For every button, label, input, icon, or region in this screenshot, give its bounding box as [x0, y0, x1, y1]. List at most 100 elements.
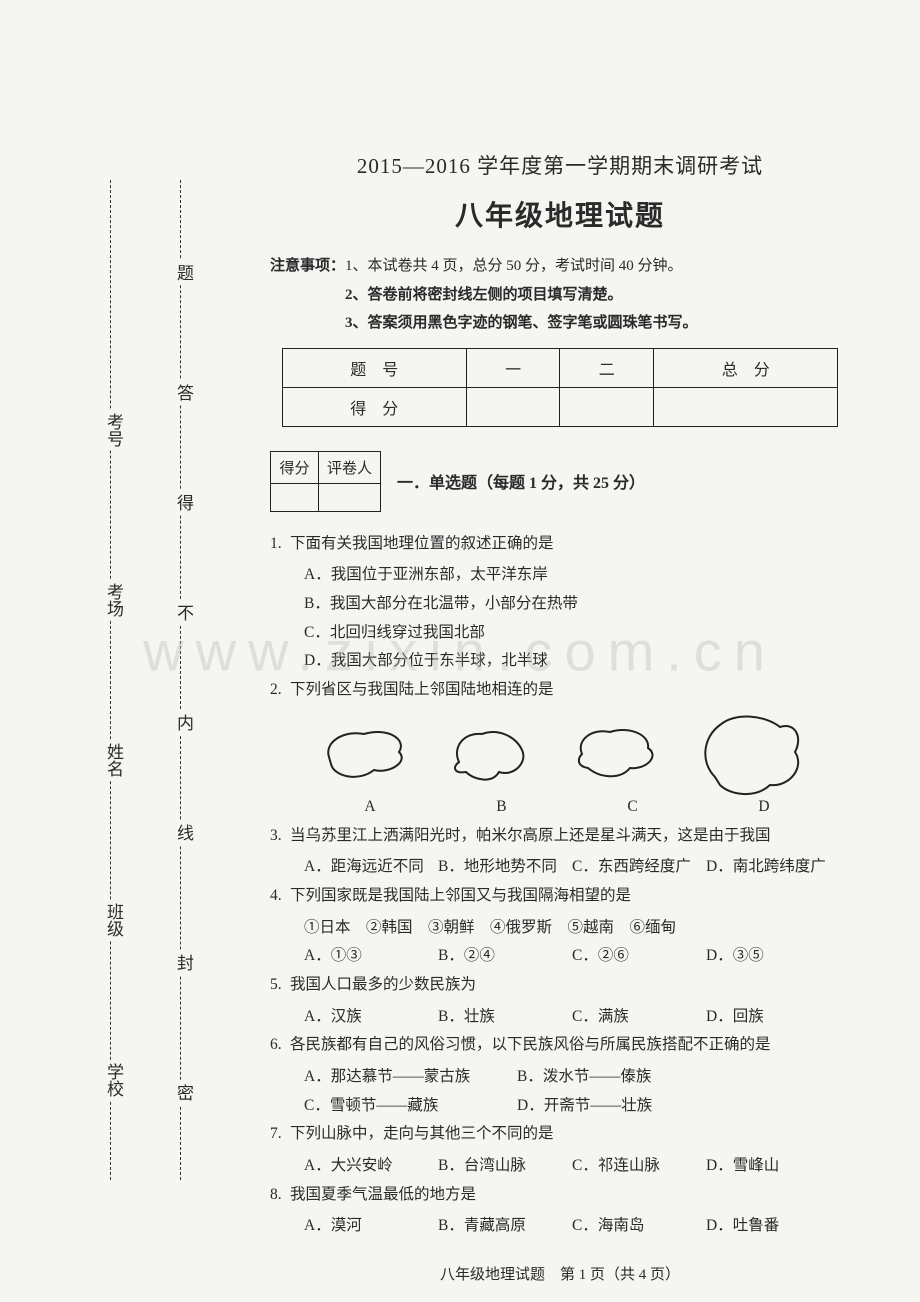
- option: D．雪峰山: [706, 1152, 840, 1181]
- exam-title: 八年级地理试题: [270, 194, 850, 234]
- page-footer: 八年级地理试题 第 1 页（共 4 页）: [270, 1263, 850, 1284]
- option-row: A．汉族B．壮族C．满族D．回族: [270, 1003, 850, 1032]
- score-col-2: 二: [560, 348, 654, 387]
- notice-item-1: 1、本试卷共 4 页，总分 50 分，考试时间 40 分钟。: [345, 258, 683, 274]
- option-row: A．距海远近不同B．地形地势不同C．东西跨经度广D．南北跨纬度广: [270, 853, 850, 882]
- question-stem: 8.我国夏季气温最低的地方是: [270, 1181, 850, 1210]
- table-row: 题 号 一 二 总 分: [282, 348, 838, 387]
- mini-score: 得分: [271, 451, 319, 483]
- score-col-total: 总 分: [654, 348, 838, 387]
- notice-item-3: 3、答案须用黑色字迹的钢笔、签字笔或圆珠笔书写。: [345, 315, 698, 331]
- seal-warning-char: 题: [171, 260, 196, 285]
- question-item: 3.当乌苏里江上洒满阳光时，帕米尔高原上还是星斗满天，这是由于我国A．距海远近不…: [270, 822, 850, 882]
- option: A．我国位于亚洲东部，太平洋东岸: [270, 561, 850, 590]
- option: A．大兴安岭: [304, 1152, 438, 1181]
- question-stem: 3.当乌苏里江上洒满阳光时，帕米尔高原上还是星斗满天，这是由于我国: [270, 822, 850, 851]
- seal-warning-char: 密: [171, 1080, 196, 1105]
- province-outline-icon: [695, 707, 815, 802]
- option: B．青藏高原: [438, 1212, 572, 1241]
- mini-blank: [319, 483, 381, 511]
- seal-warning-char: 不: [171, 600, 196, 625]
- section-1-title: 一．单选题（每题 1 分，共 25 分）: [397, 469, 645, 493]
- question-item: 8.我国夏季气温最低的地方是A．漠河B．青藏高原C．海南岛D．吐鲁番: [270, 1181, 850, 1241]
- question-stem: 5.我国人口最多的少数民族为: [270, 971, 850, 1000]
- binding-field-label: 学校: [101, 1060, 126, 1100]
- questions-container: 1.下面有关我国地理位置的叙述正确的是A．我国位于亚洲东部，太平洋东岸B．我国大…: [270, 530, 850, 1241]
- question-item: 4.下列国家既是我国陆上邻国又与我国隔海相望的是 ①日本 ②韩国 ③朝鲜 ④俄罗斯…: [270, 882, 850, 971]
- grader-mini-table: 得分评卷人: [270, 451, 381, 512]
- option-label: B: [496, 798, 506, 816]
- seal-warning-char: 得: [171, 490, 196, 515]
- seal-warning-char: 内: [171, 710, 196, 735]
- section-header-row: 得分评卷人 一．单选题（每题 1 分，共 25 分）: [270, 451, 850, 512]
- notice-block: 注意事项：1、本试卷共 4 页，总分 50 分，考试时间 40 分钟。 注意事项…: [270, 252, 850, 338]
- binding-field-label: 姓名: [101, 740, 126, 780]
- seal-line-inner: [180, 180, 181, 1180]
- binding-field-label: 考号: [101, 410, 126, 450]
- score-cell: [560, 387, 654, 426]
- option: D．③⑤: [706, 942, 840, 971]
- question-stem: 6.各民族都有自己的风俗习惯，以下民族风俗与所属民族搭配不正确的是: [270, 1031, 850, 1060]
- option: D．开斋节——壮族: [517, 1092, 730, 1121]
- exam-header-line1: 2015—2016 学年度第一学期期末调研考试: [270, 150, 850, 180]
- option: B．台湾山脉: [438, 1152, 572, 1181]
- question-item: 5.我国人口最多的少数民族为 A．汉族B．壮族C．满族D．回族: [270, 971, 850, 1031]
- question-stem: 4.下列国家既是我国陆上邻国又与我国隔海相望的是: [270, 882, 850, 911]
- option: C．满族: [572, 1003, 706, 1032]
- option: C．②⑥: [572, 942, 706, 971]
- option: D．回族: [706, 1003, 840, 1032]
- option: A．漠河: [304, 1212, 438, 1241]
- shape-options: [270, 708, 850, 798]
- score-row-label: 得 分: [282, 387, 466, 426]
- option: B．地形地势不同: [438, 853, 572, 882]
- binding-margin: 学校班级姓名考场考号密封线内不得答题: [110, 180, 240, 1180]
- question-stem: 7.下列山脉中，走向与其他三个不同的是: [270, 1120, 850, 1149]
- option: D．吐鲁番: [706, 1212, 840, 1241]
- option: A．汉族: [304, 1003, 438, 1032]
- option: A．①③: [304, 942, 438, 971]
- seal-warning-char: 答: [171, 380, 196, 405]
- exam-page: 学校 班级 姓名 考场 考号密 封 线 内 不 得 答 题 2015—2016 学年度第一学期期末调研…: [0, 0, 920, 1302]
- question-item: 1.下面有关我国地理位置的叙述正确的是A．我国位于亚洲东部，太平洋东岸B．我国大…: [270, 530, 850, 676]
- table-row: 得 分: [282, 387, 838, 426]
- option-row: C．雪顿节——藏族D．开斋节——壮族: [270, 1092, 850, 1121]
- option: B．泼水节——傣族: [517, 1063, 730, 1092]
- question-stem: 1.下面有关我国地理位置的叙述正确的是: [270, 530, 850, 559]
- option-label: C: [627, 798, 637, 816]
- question-item: 2.下列省区与我国陆上邻国陆地相连的是ABCD: [270, 676, 850, 822]
- score-cell: [466, 387, 560, 426]
- mini-blank: [271, 483, 319, 511]
- seal-warning-char: 封: [171, 950, 196, 975]
- option-row: A．那达慕节——蒙古族B．泼水节——傣族: [270, 1063, 850, 1092]
- shape-labels: ABCD: [270, 798, 850, 822]
- option-label: A: [364, 798, 375, 816]
- score-col-1: 一: [466, 348, 560, 387]
- binding-field-label: 班级: [101, 900, 126, 940]
- seal-warning-char: 线: [171, 820, 196, 845]
- content-area: 2015—2016 学年度第一学期期末调研考试 八年级地理试题 注意事项：1、本…: [270, 150, 850, 1284]
- option: D．我国大部分位于东半球，北半球: [270, 647, 850, 676]
- option: C．海南岛: [572, 1212, 706, 1241]
- score-table: 题 号 一 二 总 分 得 分: [282, 348, 839, 427]
- question-item: 6.各民族都有自己的风俗习惯，以下民族风俗与所属民族搭配不正确的是 A．那达慕节—…: [270, 1031, 850, 1120]
- option: D．南北跨纬度广: [706, 853, 840, 882]
- score-cell: [654, 387, 838, 426]
- option: B．我国大部分在北温带，小部分在热带: [270, 590, 850, 619]
- question-sub: ①日本 ②韩国 ③朝鲜 ④俄罗斯 ⑤越南 ⑥缅甸: [270, 914, 850, 943]
- option-row: A．大兴安岭B．台湾山脉C．祁连山脉D．雪峰山: [270, 1152, 850, 1181]
- score-header-num: 题 号: [282, 348, 466, 387]
- option: C．东西跨经度广: [572, 853, 706, 882]
- notice-label: 注意事项：: [270, 258, 345, 274]
- province-outline-icon: [570, 722, 665, 787]
- option: C．雪顿节——藏族: [304, 1092, 517, 1121]
- option: B．②④: [438, 942, 572, 971]
- option: A．距海远近不同: [304, 853, 438, 882]
- option: B．壮族: [438, 1003, 572, 1032]
- binding-field-label: 考场: [101, 580, 126, 620]
- mini-grader: 评卷人: [319, 451, 381, 483]
- question-stem: 2.下列省区与我国陆上邻国陆地相连的是: [270, 676, 850, 705]
- option: A．那达慕节——蒙古族: [304, 1063, 517, 1092]
- option-row: A．漠河B．青藏高原C．海南岛D．吐鲁番: [270, 1212, 850, 1241]
- province-outline-icon: [319, 722, 414, 787]
- option: C．北回归线穿过我国北部: [270, 619, 850, 648]
